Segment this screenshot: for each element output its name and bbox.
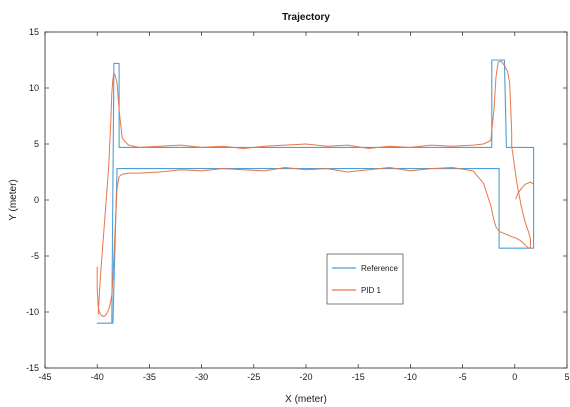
x-tick-label: -35 xyxy=(143,372,156,382)
x-tick-label: -5 xyxy=(459,372,467,382)
x-tick-label: -30 xyxy=(195,372,208,382)
legend-label: PID 1 xyxy=(361,286,382,295)
series-line-pid-1 xyxy=(96,60,531,317)
y-tick-label: 5 xyxy=(34,139,39,149)
x-tick-label: -25 xyxy=(247,372,260,382)
x-axis-ticks: -45 -40 -35 -30 -25 -20 -15 -10 -5 0 5 xyxy=(38,32,570,382)
x-axis-label: X (meter) xyxy=(285,394,327,405)
series-layer xyxy=(96,59,535,324)
x-tick-label: -45 xyxy=(38,372,51,382)
y-tick-label: 15 xyxy=(29,27,39,37)
x-tick-label: -40 xyxy=(91,372,104,382)
series-line-pid-1 xyxy=(515,181,535,200)
y-tick-label: -5 xyxy=(31,251,39,261)
legend-label: Reference xyxy=(361,264,398,273)
y-tick-label: 0 xyxy=(34,195,39,205)
x-tick-label: 0 xyxy=(512,372,517,382)
y-tick-label: 10 xyxy=(29,83,39,93)
y-axis-ticks: -15 -10 -5 0 5 10 15 xyxy=(26,27,567,373)
legend-box xyxy=(326,253,404,305)
x-tick-label: -20 xyxy=(299,372,312,382)
x-tick-label: -10 xyxy=(404,372,417,382)
x-tick-label: -15 xyxy=(352,372,365,382)
x-tick-label: 5 xyxy=(564,372,569,382)
plot-area xyxy=(44,31,568,369)
series-line-reference xyxy=(96,59,535,324)
legend: Reference PID 1 xyxy=(326,253,404,305)
y-tick-label: -15 xyxy=(26,363,39,373)
chart-title: Trajectory xyxy=(282,12,330,23)
y-axis-label: Y (meter) xyxy=(8,179,19,221)
y-tick-label: -10 xyxy=(26,307,39,317)
